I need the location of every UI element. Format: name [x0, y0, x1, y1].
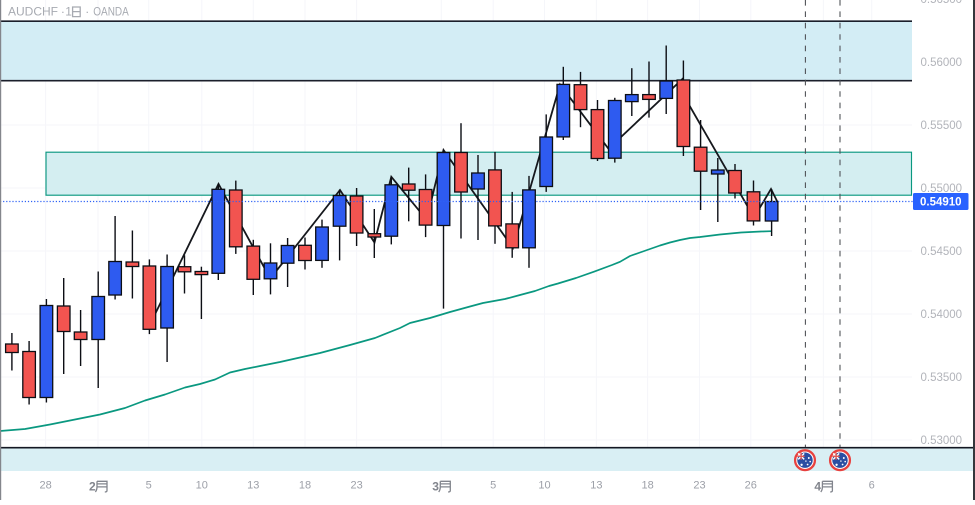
svg-text:18: 18 [641, 480, 653, 492]
svg-text:26: 26 [745, 480, 757, 492]
svg-text:0.55500: 0.55500 [921, 120, 963, 132]
svg-text:0.53000: 0.53000 [921, 435, 963, 447]
svg-text:0.56500: 0.56500 [921, 0, 963, 6]
svg-text:·: · [85, 5, 89, 19]
svg-text:AUDCHF: AUDCHF [8, 5, 58, 19]
svg-text:2: 2 [89, 479, 96, 493]
svg-text:0.54000: 0.54000 [921, 309, 963, 321]
svg-text:5: 5 [146, 480, 152, 492]
svg-text:10: 10 [538, 480, 550, 492]
svg-text:0.54500: 0.54500 [921, 246, 963, 258]
svg-text:10: 10 [196, 480, 208, 492]
svg-text:·: · [61, 5, 65, 19]
svg-text:0.56000: 0.56000 [921, 57, 963, 69]
svg-text:6: 6 [869, 480, 875, 492]
svg-text:18: 18 [299, 480, 311, 492]
svg-text:23: 23 [693, 480, 705, 492]
svg-text:5: 5 [490, 480, 496, 492]
svg-text:13: 13 [247, 480, 259, 492]
svg-text:13: 13 [590, 480, 602, 492]
svg-text:0.53500: 0.53500 [921, 372, 963, 384]
svg-text:4: 4 [814, 479, 821, 493]
svg-text:OANDA: OANDA [93, 7, 129, 19]
svg-text:0.55000: 0.55000 [921, 183, 963, 195]
svg-text:28: 28 [39, 480, 51, 492]
svg-text:3: 3 [432, 479, 439, 493]
svg-text:1: 1 [65, 5, 72, 19]
svg-text:0.54910: 0.54910 [920, 197, 962, 209]
svg-text:23: 23 [350, 480, 362, 492]
